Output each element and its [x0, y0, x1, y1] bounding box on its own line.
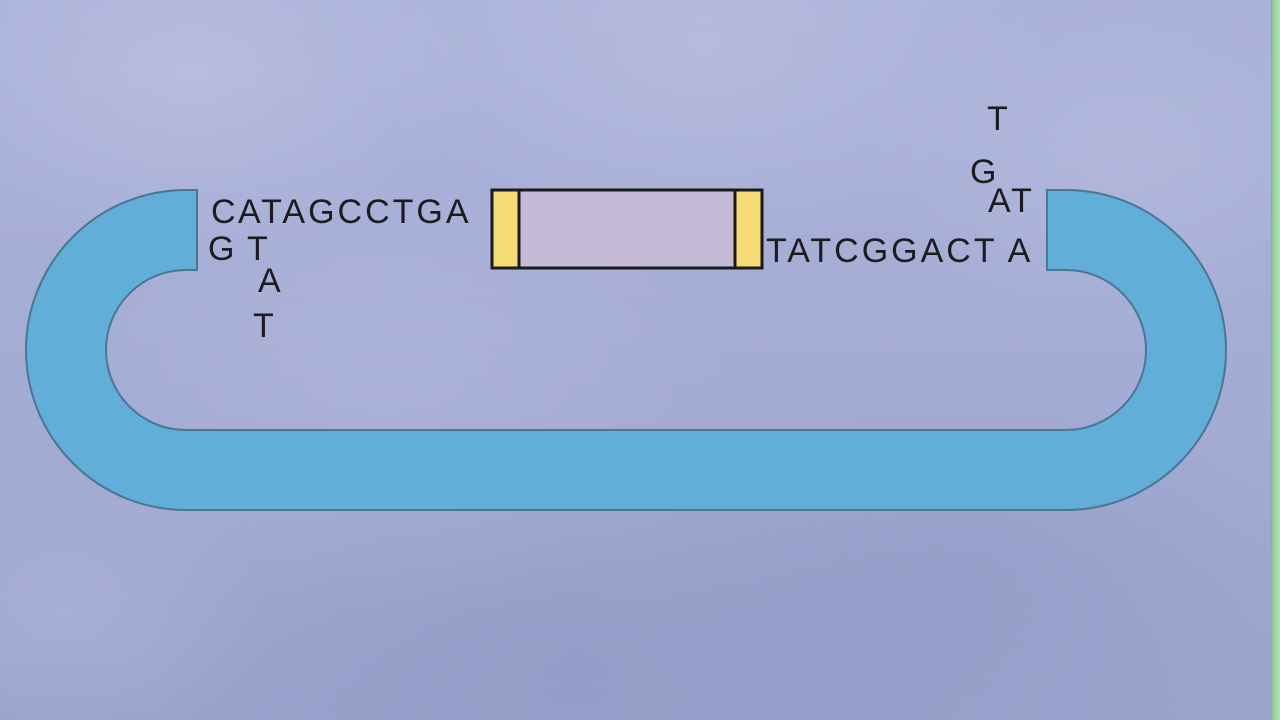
insert-sticky-end-right — [733, 188, 764, 270]
insert-fragment-body — [490, 188, 764, 270]
left-top-strand-c: C — [211, 193, 239, 231]
right-edge-green-strip — [1271, 0, 1280, 720]
right-overhang-at: AT — [988, 182, 1035, 220]
insert-fragment — [490, 188, 764, 270]
left-bottom-strand-g: G — [208, 230, 237, 268]
left-bottom-strand-t: T — [247, 230, 271, 268]
left-overhang-t: T — [253, 307, 277, 345]
right-bottom-strand: TATCGGACT A — [766, 232, 1033, 270]
left-top-strand: ATAGCCTGA — [238, 193, 472, 231]
right-cut-site-sequence: T G AT TATCGGACT A — [766, 100, 1035, 270]
left-cut-site-sequence: C ATAGCCTGA G T A T — [208, 193, 472, 345]
right-overhang-g: G — [970, 153, 999, 191]
left-overhang-a: A — [258, 262, 284, 300]
right-overhang-t: T — [987, 100, 1011, 138]
insert-sticky-end-left — [490, 188, 521, 270]
plasmid-backbone — [25, 189, 1227, 511]
